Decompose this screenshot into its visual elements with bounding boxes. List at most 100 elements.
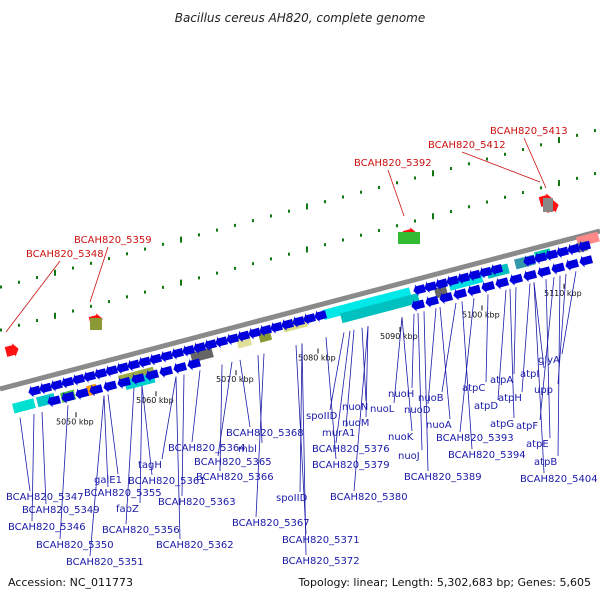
gene-arrow [182, 345, 196, 357]
feature-block [12, 398, 36, 414]
gene-arrow [481, 281, 496, 294]
marker-dot [54, 312, 56, 319]
label-leader [365, 326, 369, 418]
marker-dot [180, 236, 182, 243]
marker-dot [324, 200, 326, 204]
label-leader [509, 288, 515, 419]
gene-arrow [204, 339, 218, 351]
marker-dot [342, 195, 344, 199]
gene-label: atpH [498, 393, 522, 404]
accession-text: Accession: NC_011773 [8, 576, 133, 589]
gene-label: atpI [520, 369, 539, 380]
label-leader [361, 327, 367, 402]
label-leader [561, 271, 577, 355]
marker-dot [450, 167, 452, 171]
marker-dot [162, 242, 164, 246]
marker-dot [378, 185, 380, 189]
marker-dot [594, 172, 596, 176]
gene-label: BCAH820_5394 [448, 450, 526, 461]
label-leader [513, 287, 517, 375]
gene-arrow [61, 391, 76, 404]
marker-dot [378, 228, 380, 232]
highlight-label: BCAH820_5413 [490, 126, 568, 137]
label-leader [103, 395, 109, 488]
gene-arrow [281, 318, 295, 331]
label-leader [125, 387, 135, 525]
label-leader [417, 312, 423, 451]
gene-arrow [453, 288, 468, 301]
marker-dot [54, 269, 56, 276]
gene-arrow [116, 362, 130, 375]
scale-tick-label: 5110 kbp [544, 289, 582, 298]
gene-label: BCAH820_5372 [282, 556, 360, 567]
gene-label: fabZ [116, 504, 139, 515]
marker-dot [558, 180, 560, 187]
label-leader [533, 282, 545, 474]
gene-arrow [193, 342, 207, 354]
gene-label: nuoJ [398, 451, 420, 462]
marker-dot [486, 200, 488, 204]
label-leader [255, 353, 265, 518]
gene-label: BCAH820_5404 [520, 474, 598, 485]
marker-dot [522, 191, 524, 195]
gene-label: nuoH [388, 389, 414, 400]
highlight-feature-block [543, 198, 553, 212]
marker-dot [234, 223, 236, 227]
gene-label: BCAH820_5363 [158, 497, 236, 508]
highlight-callout [89, 246, 109, 303]
gene-arrow [131, 373, 146, 386]
gene-label: nuoA [426, 420, 452, 431]
label-leader [325, 337, 337, 460]
marker-dot [342, 238, 344, 242]
gene-arrow [545, 249, 559, 262]
scale-tick-label: 5060 kbp [136, 396, 174, 405]
gene-label: nuoN [342, 402, 368, 413]
highlight-callout [461, 151, 541, 183]
gene-arrow [439, 292, 454, 305]
gene-label: nuoK [388, 432, 414, 443]
topology-text: Topology: linear; Length: 5,302,683 bp; … [297, 576, 591, 589]
gene-arrow [159, 365, 174, 378]
label-leader [557, 273, 567, 385]
label-leader [521, 283, 531, 393]
gene-arrow [468, 269, 482, 282]
marker-dot [576, 176, 578, 180]
gene-arrow [509, 273, 524, 286]
feature-block [339, 293, 420, 324]
marker-dot [486, 157, 488, 161]
gene-arrow [523, 270, 538, 282]
gene-label: BCAH820_5364 [168, 443, 246, 454]
label-leader [139, 385, 143, 504]
gene-arrow [446, 275, 460, 288]
marker-dot [252, 219, 254, 223]
highlight-label: BCAH820_5392 [354, 158, 432, 169]
gene-arrow [83, 371, 97, 383]
marker-dot [18, 323, 20, 327]
gene-label: atpA [490, 375, 513, 386]
gene-arrow [138, 356, 152, 369]
label-leader [459, 298, 475, 433]
label-leader [141, 385, 153, 476]
gene-arrow [413, 284, 427, 296]
marker-dot [234, 266, 236, 270]
gene-label: BCAH820_5393 [436, 433, 514, 444]
marker-dot [144, 290, 146, 294]
gene-arrow [411, 299, 426, 312]
label-leader [353, 326, 369, 492]
gene-label: BCAH820_5362 [156, 540, 234, 551]
gene-label: BCAH820_5356 [102, 525, 180, 536]
label-leader [239, 359, 251, 428]
label-leader [335, 330, 351, 444]
marker-dot [432, 170, 434, 177]
label-leader [107, 394, 119, 475]
feature-block [321, 287, 412, 320]
marker-dot [324, 243, 326, 247]
gene-label: spoIID [276, 493, 308, 504]
highlight-callout [523, 137, 547, 189]
gene-label: upp [534, 385, 553, 396]
genome-backbone [0, 228, 600, 392]
marker-dot [162, 285, 164, 289]
gene-arrow [556, 246, 570, 259]
highlight-gene-arrow [4, 343, 19, 357]
gene-arrow [226, 333, 240, 346]
